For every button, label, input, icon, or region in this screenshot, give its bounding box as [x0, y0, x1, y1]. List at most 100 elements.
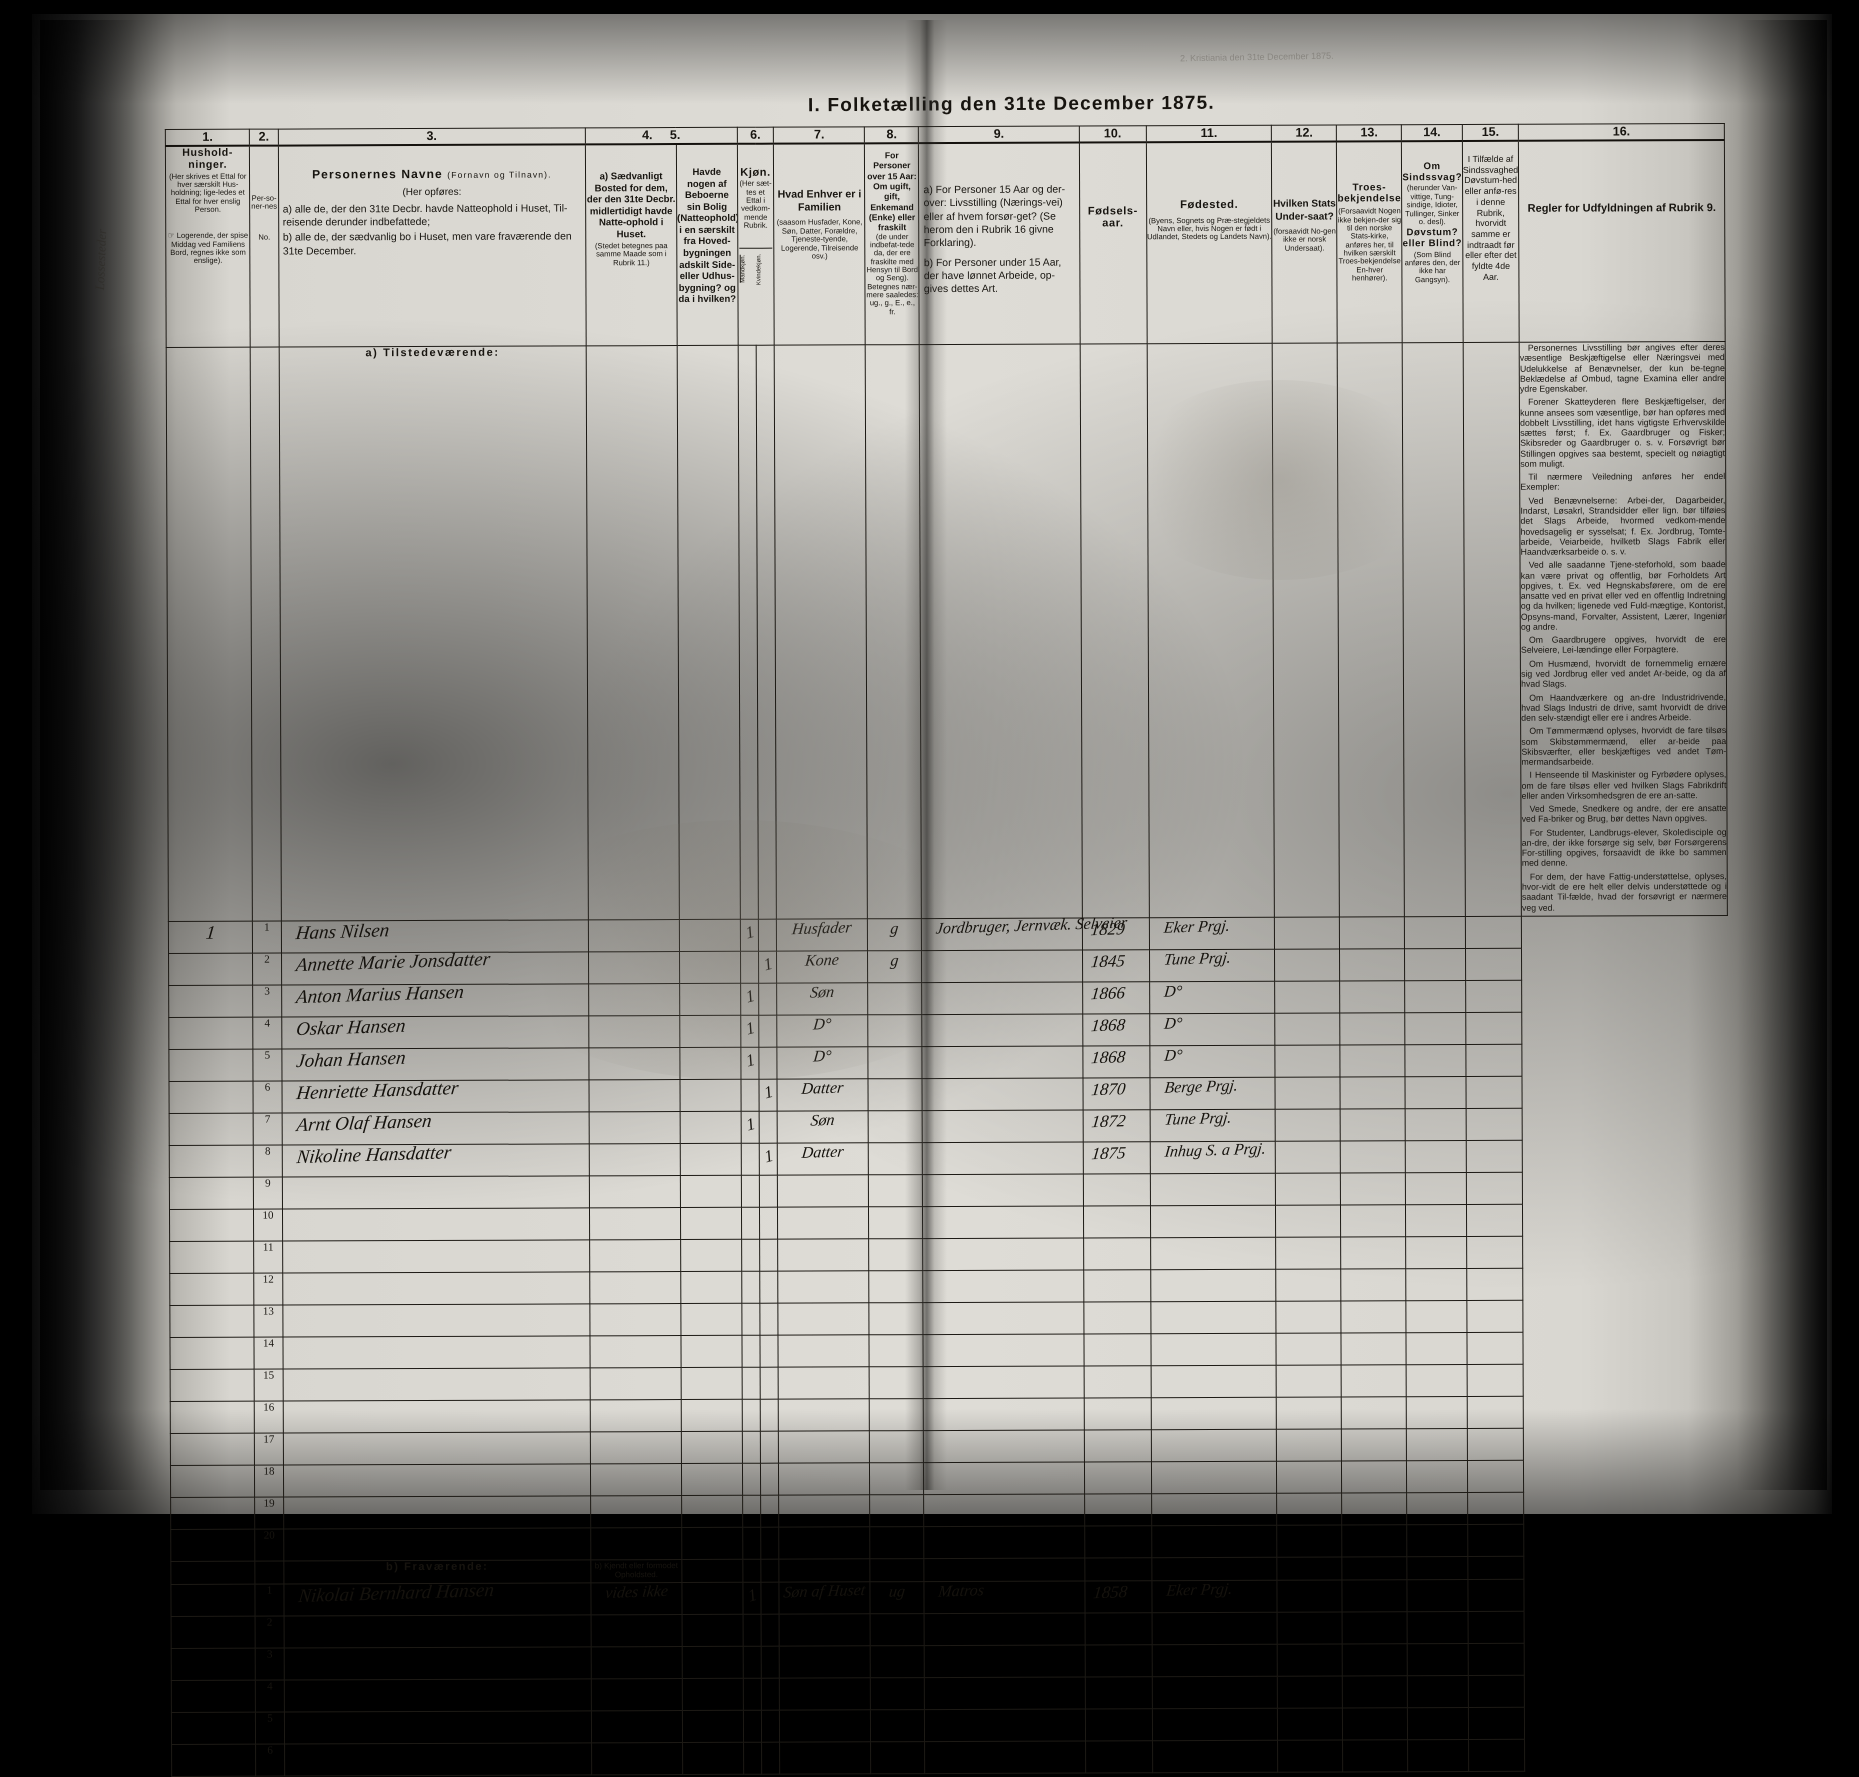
absent-birth-year	[1084, 1676, 1153, 1709]
present-row-number: 7	[253, 1112, 282, 1145]
present-male: 1	[740, 1047, 759, 1080]
header-citizenship-title: Hvilken Stats Under-saat?	[1273, 198, 1336, 223]
present-household	[170, 1432, 255, 1466]
present-female	[758, 1014, 778, 1048]
absent-outbuilding	[682, 1678, 744, 1711]
present-disability	[1406, 1460, 1468, 1493]
header-absent-abode: b) Kjendt eller formodet Opholdsted.	[590, 1559, 682, 1583]
present-name	[282, 1207, 590, 1241]
header-sex: Kjøn. (Her sæt-tes et Ettal i vedkom-men…	[737, 143, 775, 346]
present-male: 1	[740, 1015, 759, 1048]
header-occupation: a) For Personer 15 Aar og der-over: Livs…	[918, 142, 1080, 345]
present-marital-status	[868, 1110, 923, 1143]
present-disability	[1406, 1364, 1468, 1397]
colnum-1: 1.	[165, 129, 250, 146]
present-birth-place	[1150, 1301, 1277, 1334]
header-religion-title: Troes-bekjendelse.	[1337, 182, 1403, 205]
present-abode	[589, 1303, 681, 1336]
present-marital-status-value: g	[889, 920, 900, 938]
absent-family-role: Søn af Huset	[779, 1581, 871, 1614]
present-citizenship	[1276, 1332, 1342, 1366]
present-marital-status	[869, 1494, 925, 1527]
absent-row-number: 2	[255, 1615, 284, 1648]
present-family-role	[777, 1174, 869, 1207]
present-disability	[1406, 1300, 1467, 1333]
present-birth-place	[1150, 1237, 1277, 1270]
present-household	[168, 1048, 254, 1082]
present-religion	[1341, 1268, 1407, 1301]
rule-paragraph-1: Personernes Livsstilling bør angives eft…	[1519, 342, 1725, 394]
present-abode	[589, 1239, 681, 1272]
absent-family-cell	[779, 1558, 871, 1582]
present-male	[742, 1495, 761, 1528]
present-row-number: 13	[254, 1304, 283, 1337]
absent-male	[742, 1678, 762, 1711]
present-birth-year: 1868	[1082, 1013, 1150, 1046]
present-birth-place	[1151, 1461, 1277, 1494]
present-marital-status	[870, 1526, 925, 1559]
present-birth-year	[1083, 1365, 1152, 1398]
absent-birthyear-cell	[1084, 1557, 1152, 1581]
present-name	[283, 1527, 591, 1561]
present-birth-year: 1868	[1082, 1045, 1150, 1078]
present-outbuilding	[680, 1303, 742, 1336]
present-male	[741, 1239, 760, 1272]
present-birth-place: D°	[1149, 1013, 1276, 1046]
present-birth-place: Tune Prgj.	[1149, 949, 1275, 982]
present-birth-year	[1083, 1237, 1151, 1270]
present-birth-place-value: D°	[1163, 1014, 1183, 1033]
present-disability	[1405, 1076, 1467, 1109]
present-female	[758, 1046, 778, 1080]
header-sex-title: Kjøn.	[740, 166, 771, 179]
absent-abode-value: vides ikke	[604, 1582, 669, 1602]
rule-paragraph-2: Forener Skatteyderen flere Beskjæftigels…	[1520, 396, 1726, 469]
absent-abode	[591, 1742, 683, 1775]
absent-outbuilding	[681, 1582, 743, 1615]
absent-row-number: 5	[255, 1711, 285, 1744]
present-male	[742, 1463, 761, 1496]
present-household: 1	[168, 920, 253, 954]
present-marital-status	[867, 982, 923, 1015]
rule-paragraph-11: Ved Smede, Snedkere og andre, der ere an…	[1521, 803, 1727, 825]
present-onset-age	[1467, 1524, 1525, 1557]
present-outbuilding	[681, 1399, 742, 1432]
present-religion	[1340, 1012, 1406, 1045]
colnum-8: 8.	[864, 126, 919, 144]
present-outbuilding	[679, 1015, 741, 1048]
present-abode	[590, 1367, 682, 1400]
absent-row-number: 3	[255, 1647, 284, 1680]
absent-onset-age	[1467, 1611, 1525, 1644]
absent-religion	[1342, 1643, 1408, 1676]
present-religion	[1340, 1236, 1406, 1269]
present-row-number: 1	[252, 920, 282, 953]
table-row[interactable]: 6	[171, 1738, 1731, 1777]
present-family-role	[779, 1526, 871, 1559]
present-birth-place: D°	[1149, 1045, 1276, 1078]
present-female-value: 1	[761, 953, 775, 975]
present-disability	[1406, 1524, 1468, 1557]
present-marital-status	[868, 1174, 923, 1207]
present-birth-year-value: 1868	[1089, 1014, 1126, 1036]
present-outbuilding	[680, 1239, 742, 1272]
section-present-label: a) Tilstedeværende:	[278, 345, 589, 921]
present-family-role: Husfader	[776, 918, 868, 951]
absent-citizenship	[1277, 1611, 1343, 1645]
present-onset-age	[1466, 1332, 1524, 1365]
present-male	[741, 1367, 761, 1400]
present-birth-year	[1083, 1205, 1151, 1238]
header-names-b: b) alle de, der sædvanlig bo i Huset, me…	[282, 231, 572, 258]
present-religion-cell	[1337, 342, 1405, 917]
present-family-role: Datter	[777, 1078, 869, 1111]
present-birth-place	[1150, 1173, 1276, 1206]
absent-outbuilding	[682, 1614, 743, 1647]
rule-paragraph-6: Om Gaardbrugere opgives, hvorvidt de ere…	[1521, 634, 1726, 656]
present-birth-year-value: 1845	[1089, 950, 1126, 972]
present-family-role	[778, 1334, 870, 1367]
absent-marital-status-value: ug	[888, 1582, 907, 1601]
header-names-title: Personernes Navne (Fornavn og Tilnavn).	[312, 166, 552, 182]
present-birth-year	[1084, 1525, 1152, 1558]
present-birth-place-value: Tune Prgj.	[1163, 1109, 1233, 1129]
present-birth-year: 1875	[1082, 1141, 1151, 1174]
present-religion	[1340, 1108, 1406, 1141]
header-households: Hushold-ninger. (Her skrives et Ettal fo…	[165, 145, 251, 348]
